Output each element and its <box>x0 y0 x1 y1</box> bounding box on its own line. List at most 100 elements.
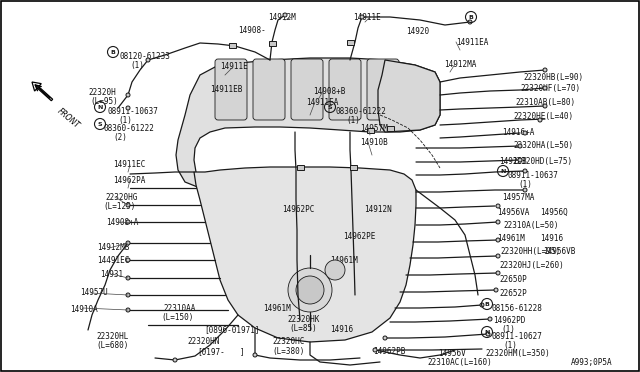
Text: 14957U: 14957U <box>80 288 108 297</box>
Text: A993;0P5A: A993;0P5A <box>571 358 612 367</box>
Text: 14957M: 14957M <box>360 124 388 133</box>
Circle shape <box>146 58 150 62</box>
Text: 14910A: 14910A <box>70 305 98 314</box>
Text: (1): (1) <box>503 341 517 350</box>
Text: S: S <box>328 105 332 109</box>
Text: 14911EA: 14911EA <box>456 38 488 47</box>
Text: 14911E: 14911E <box>220 62 248 71</box>
Text: (L=680): (L=680) <box>96 341 129 350</box>
Circle shape <box>518 158 522 162</box>
Text: 14962PD: 14962PD <box>493 316 525 325</box>
Bar <box>269 41 275 45</box>
Text: 14911EC: 14911EC <box>113 160 145 169</box>
Text: S: S <box>98 122 102 126</box>
Text: 22320HB(L=90): 22320HB(L=90) <box>523 73 583 82</box>
Circle shape <box>173 358 177 362</box>
Text: 08911-10627: 08911-10627 <box>492 332 543 341</box>
Text: (L=95): (L=95) <box>90 97 118 106</box>
Text: [0896-01971]: [0896-01971] <box>204 325 259 334</box>
Text: 08911-10637: 08911-10637 <box>508 171 559 180</box>
Circle shape <box>383 336 387 340</box>
Circle shape <box>538 118 542 122</box>
Circle shape <box>488 317 492 321</box>
Text: 14931: 14931 <box>100 270 123 279</box>
Text: 22320HC: 22320HC <box>272 337 305 346</box>
Text: 14961M: 14961M <box>330 256 358 265</box>
Text: B: B <box>484 301 490 307</box>
Text: 14956V: 14956V <box>438 349 466 358</box>
Text: 14912MB: 14912MB <box>97 243 129 252</box>
Text: (L=125): (L=125) <box>103 202 136 211</box>
Text: 08911-10637: 08911-10637 <box>107 107 158 116</box>
Text: 14920: 14920 <box>406 27 429 36</box>
Text: 14961M: 14961M <box>263 304 291 313</box>
Text: 14908+A: 14908+A <box>106 218 138 227</box>
Text: 22310AB(L=80): 22310AB(L=80) <box>515 98 575 107</box>
Circle shape <box>543 104 547 108</box>
FancyBboxPatch shape <box>329 59 361 120</box>
Text: (1): (1) <box>118 116 132 125</box>
Circle shape <box>518 144 522 148</box>
Text: 14912MA: 14912MA <box>444 60 476 69</box>
Text: 22320HK: 22320HK <box>287 315 319 324</box>
Circle shape <box>496 238 500 242</box>
Circle shape <box>126 276 130 280</box>
Text: 14962PE: 14962PE <box>343 232 376 241</box>
Text: 22310AC(L=160): 22310AC(L=160) <box>427 358 492 367</box>
Text: 14961M: 14961M <box>497 234 525 243</box>
Text: 22320HM(L=350): 22320HM(L=350) <box>485 349 550 358</box>
Text: B: B <box>468 15 474 19</box>
Text: 22320HE(L=40): 22320HE(L=40) <box>513 112 573 121</box>
Circle shape <box>126 93 130 97</box>
Circle shape <box>360 15 364 19</box>
Text: 14957MA: 14957MA <box>502 193 534 202</box>
Text: ]: ] <box>240 347 244 356</box>
Text: (L=380): (L=380) <box>272 347 305 356</box>
Polygon shape <box>176 58 440 188</box>
Circle shape <box>126 308 130 312</box>
Text: (1): (1) <box>130 61 144 70</box>
Circle shape <box>253 353 257 357</box>
Text: 14911E: 14911E <box>353 13 381 22</box>
Circle shape <box>486 332 490 336</box>
Bar <box>367 128 374 132</box>
Text: 14912M: 14912M <box>268 13 296 22</box>
Text: 14916: 14916 <box>540 234 563 243</box>
Circle shape <box>288 268 332 312</box>
Text: (2): (2) <box>113 133 127 142</box>
Text: 14908-: 14908- <box>238 26 266 35</box>
Text: 08360-61222: 08360-61222 <box>335 107 386 116</box>
Circle shape <box>126 220 130 224</box>
Text: 22652P: 22652P <box>499 289 527 298</box>
Circle shape <box>496 204 500 208</box>
Text: N: N <box>484 330 490 334</box>
Text: 22650P: 22650P <box>499 275 527 284</box>
Circle shape <box>468 20 472 24</box>
Bar <box>346 39 353 45</box>
Circle shape <box>543 68 547 72</box>
Circle shape <box>543 86 547 90</box>
Text: 22320H: 22320H <box>88 88 116 97</box>
Circle shape <box>523 169 527 173</box>
Text: 14910B: 14910B <box>360 138 388 147</box>
Text: 22320HD(L=75): 22320HD(L=75) <box>512 157 572 166</box>
Text: B: B <box>111 49 115 55</box>
Text: 14912N: 14912N <box>364 205 392 214</box>
Text: 22320HJ(L=260): 22320HJ(L=260) <box>499 261 564 270</box>
Text: N: N <box>500 169 506 173</box>
Circle shape <box>373 348 377 352</box>
Text: 22320HN: 22320HN <box>187 337 220 346</box>
Text: 14916: 14916 <box>330 325 353 334</box>
Text: (L=85): (L=85) <box>289 324 317 333</box>
Text: 14911EA: 14911EA <box>306 98 339 107</box>
Text: 22310AA: 22310AA <box>163 304 195 313</box>
Circle shape <box>126 258 130 262</box>
Circle shape <box>283 13 287 17</box>
Text: 22320HF(L=70): 22320HF(L=70) <box>520 84 580 93</box>
Text: 22320HA(L=50): 22320HA(L=50) <box>513 141 573 150</box>
FancyBboxPatch shape <box>215 59 247 120</box>
Circle shape <box>496 271 500 275</box>
Circle shape <box>523 188 527 192</box>
Text: 14908+B: 14908+B <box>313 87 346 96</box>
Circle shape <box>496 254 500 258</box>
